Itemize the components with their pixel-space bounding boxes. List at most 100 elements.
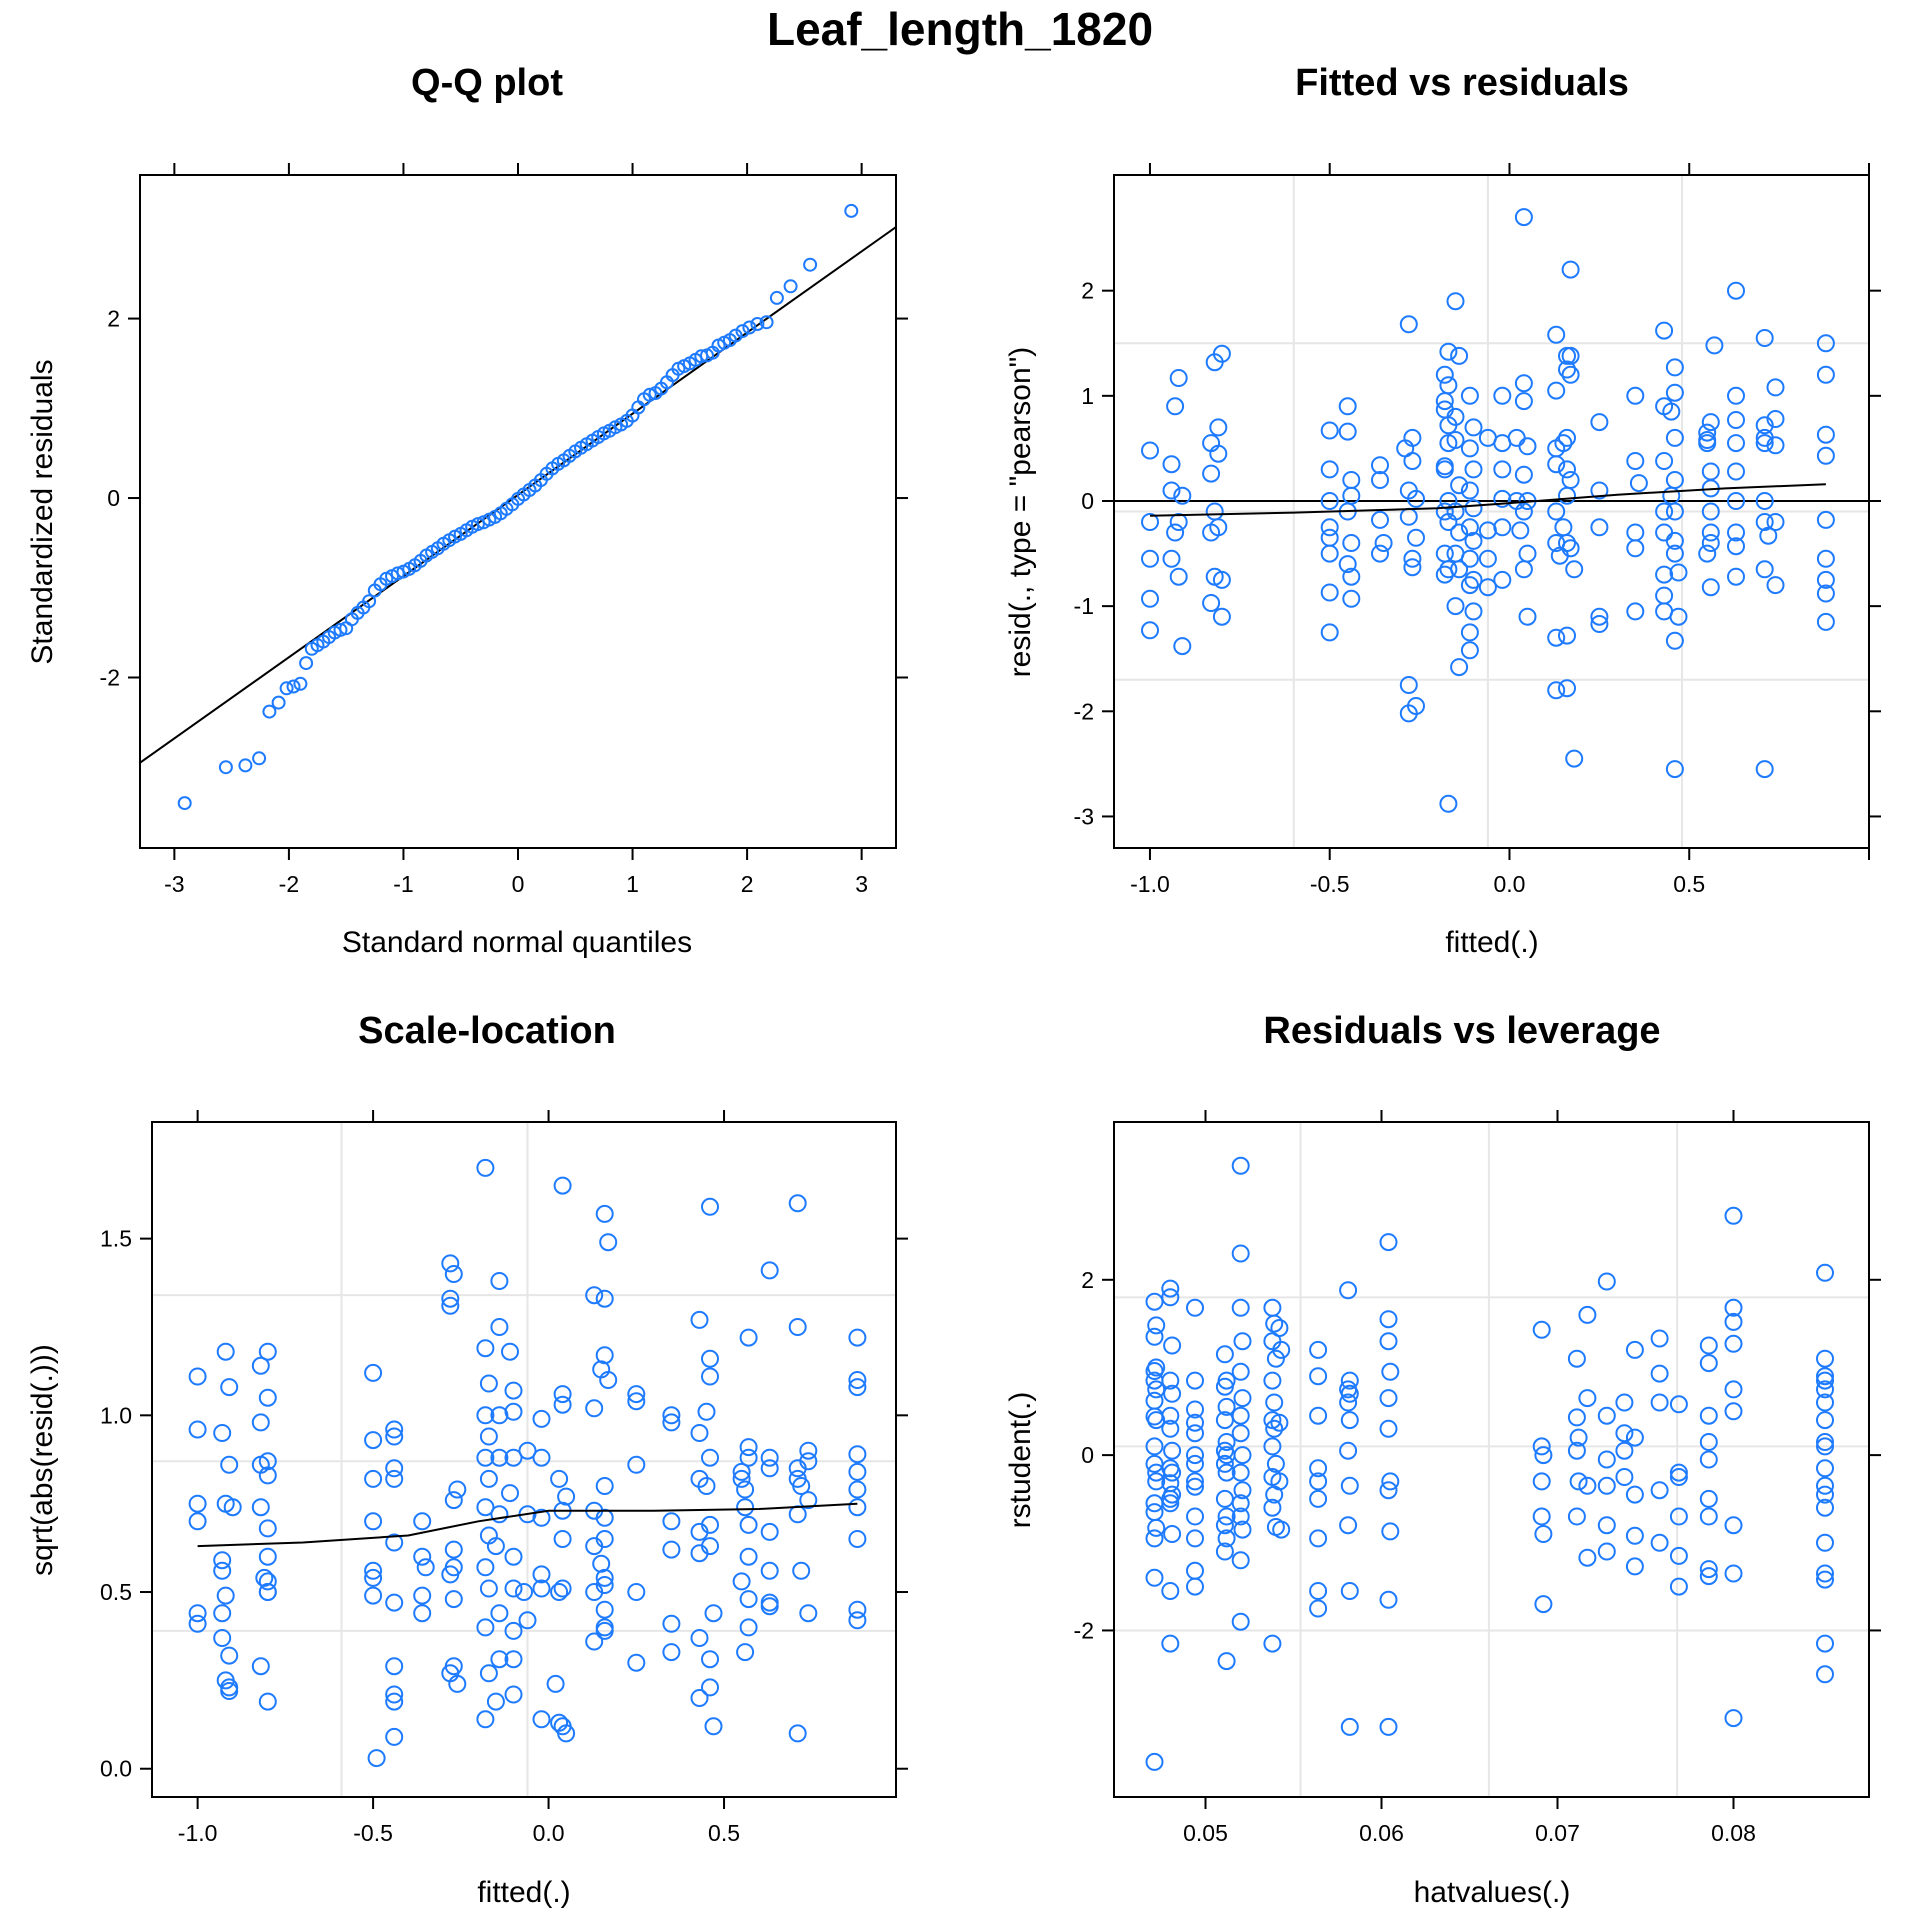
data-point: [1379, 1389, 1398, 1408]
data-point: [1450, 523, 1469, 542]
data-point: [223, 1498, 242, 1517]
data-point: [1669, 607, 1688, 626]
data-point: [504, 1621, 523, 1640]
data-point: [1340, 1717, 1359, 1736]
y-tick-label: 0: [107, 485, 120, 511]
data-point: [1493, 518, 1512, 537]
smooth-trend-line: [197, 1502, 858, 1548]
data-point: [1650, 1533, 1669, 1552]
data-point: [1464, 418, 1483, 437]
data-point: [258, 1388, 277, 1407]
data-point: [799, 1491, 818, 1510]
data-point: [1145, 1391, 1164, 1410]
data-point: [444, 1590, 463, 1609]
data-point: [1567, 1408, 1586, 1427]
data-point: [1724, 1298, 1743, 1317]
data-point: [1379, 1419, 1398, 1438]
data-point: [595, 1618, 614, 1637]
data-point: [1338, 397, 1357, 416]
data-point: [1816, 425, 1835, 444]
data-point: [1379, 1590, 1398, 1609]
data-point: [1626, 523, 1645, 542]
data-point: [704, 1604, 723, 1623]
panel-title: Fitted vs residuals: [1295, 62, 1629, 104]
data-point: [220, 1646, 239, 1665]
data-point: [1699, 1489, 1718, 1508]
data-point: [1699, 1450, 1718, 1469]
data-point: [1161, 1489, 1180, 1508]
data-point: [220, 1682, 239, 1700]
data-point: [1569, 1472, 1588, 1491]
data-point: [364, 1363, 383, 1382]
data-point: [760, 1261, 779, 1280]
data-point: [1450, 476, 1469, 495]
data-point: [504, 1448, 523, 1467]
data-point: [690, 1689, 709, 1707]
data-point: [1186, 1472, 1204, 1491]
data-point: [1231, 1507, 1250, 1526]
data-point: [662, 1614, 681, 1633]
data-point: [1655, 321, 1674, 340]
data-point: [1665, 471, 1684, 489]
data-point: [1493, 570, 1512, 589]
data-point: [553, 1385, 572, 1404]
data-point: [1320, 623, 1339, 642]
data-point: [1339, 1281, 1358, 1300]
data-point: [1231, 1362, 1250, 1381]
data-point: [1558, 428, 1576, 447]
data-point: [1554, 434, 1573, 453]
data-point: [1217, 1529, 1236, 1548]
data-point: [1339, 1441, 1358, 1460]
data-point: [1320, 460, 1339, 479]
data-point: [1655, 565, 1674, 584]
x-tick-label: 0.5: [708, 1820, 740, 1846]
data-point: [690, 1310, 709, 1329]
data-point: [1727, 462, 1745, 481]
data-point: [1665, 760, 1684, 779]
data-point: [1816, 570, 1835, 589]
data-point: [1816, 1570, 1834, 1589]
data-point: [792, 1561, 811, 1580]
data-point: [1669, 1468, 1688, 1486]
panel-title: Residuals vs leverage: [1263, 1010, 1660, 1052]
data-point: [252, 751, 267, 766]
data-point: [1626, 602, 1645, 621]
data-point: [1724, 1334, 1743, 1353]
data-point: [1464, 499, 1483, 518]
data-point: [760, 1522, 779, 1541]
data-point: [1399, 676, 1418, 694]
data-point: [1558, 460, 1576, 479]
data-point: [486, 1537, 505, 1556]
data-point: [1263, 1298, 1282, 1317]
data-point: [595, 1477, 614, 1495]
data-point: [1699, 1567, 1718, 1586]
data-point: [188, 1367, 207, 1386]
data-point: [550, 1583, 569, 1601]
data-point: [701, 1367, 719, 1386]
data-point: [1561, 346, 1580, 365]
data-point: [416, 1558, 435, 1577]
data-point: [1161, 1279, 1180, 1298]
data-point: [546, 1674, 565, 1693]
data-point: [1439, 794, 1458, 813]
data-point: [470, 517, 485, 532]
y-axis-label: sqrt(abs(resid(.))): [26, 1344, 59, 1576]
data-point: [1342, 471, 1361, 489]
data-point: [515, 1583, 533, 1601]
data-point: [251, 1356, 270, 1375]
data-point: [1379, 1233, 1398, 1252]
data-point: [1705, 336, 1724, 355]
data-point: [848, 1445, 867, 1464]
data-point: [1650, 1393, 1669, 1412]
data-point: [258, 1342, 277, 1361]
data-point: [476, 1558, 495, 1577]
data-point: [385, 1427, 404, 1446]
data-point: [216, 1342, 235, 1361]
data-point: [1766, 513, 1785, 531]
data-point: [1141, 621, 1159, 640]
data-point: [1464, 460, 1483, 479]
data-point: [1597, 1542, 1616, 1561]
data-point: [701, 1515, 719, 1534]
data-point: [736, 1480, 755, 1499]
data-point: [1446, 502, 1465, 521]
